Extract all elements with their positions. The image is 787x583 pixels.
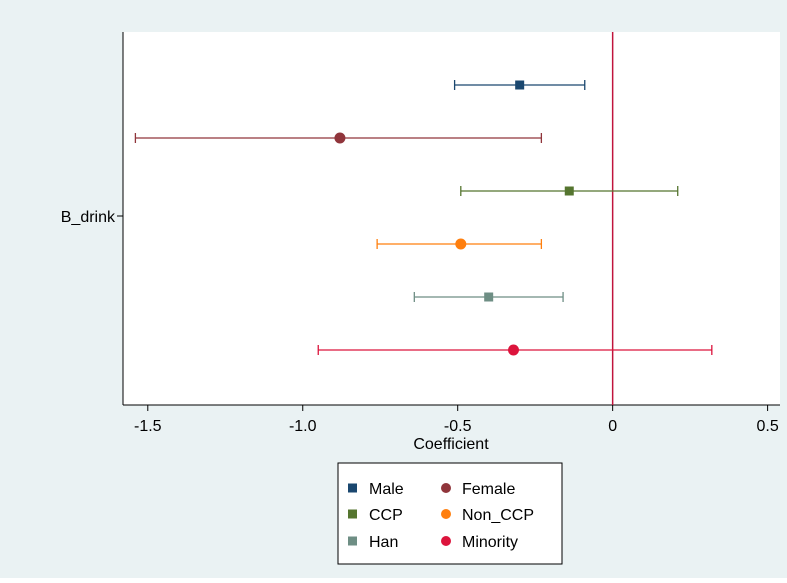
- plot-area: [123, 32, 780, 405]
- legend-marker: [348, 483, 357, 493]
- x-tick-label: -1.5: [134, 418, 162, 435]
- legend-marker: [348, 509, 357, 519]
- legend: Male Female CCP Non_CCP Han Minority: [337, 462, 563, 565]
- series-group: [134, 80, 713, 356]
- y-category-group: B_drink: [61, 209, 123, 226]
- point-marker: [507, 344, 519, 356]
- legend-label: Non_CCP: [462, 507, 534, 524]
- legend-label: Han: [369, 534, 398, 551]
- legend-label: Female: [462, 481, 515, 498]
- y-category-label: B_drink: [61, 209, 116, 226]
- point-marker: [515, 80, 525, 90]
- legend-marker: [441, 483, 451, 493]
- x-tick-label: -0.5: [444, 418, 472, 435]
- point-marker: [334, 132, 346, 144]
- legend-label: Minority: [462, 534, 518, 551]
- legend-label: CCP: [369, 507, 403, 524]
- point-marker: [455, 238, 467, 250]
- legend-marker: [348, 536, 357, 546]
- x-axis-label: Coefficient: [413, 436, 489, 453]
- point-marker: [484, 292, 494, 302]
- x-tick-label: 0.5: [756, 418, 778, 435]
- legend-marker: [441, 536, 451, 546]
- x-tick-label: -1.0: [289, 418, 317, 435]
- legend-label: Male: [369, 481, 404, 498]
- x-tick-label: 0: [608, 418, 617, 435]
- point-marker: [564, 186, 574, 196]
- x-ticks-group: -1.5 -1.0 -0.5 0 0.5: [134, 405, 779, 435]
- legend-marker: [441, 509, 451, 519]
